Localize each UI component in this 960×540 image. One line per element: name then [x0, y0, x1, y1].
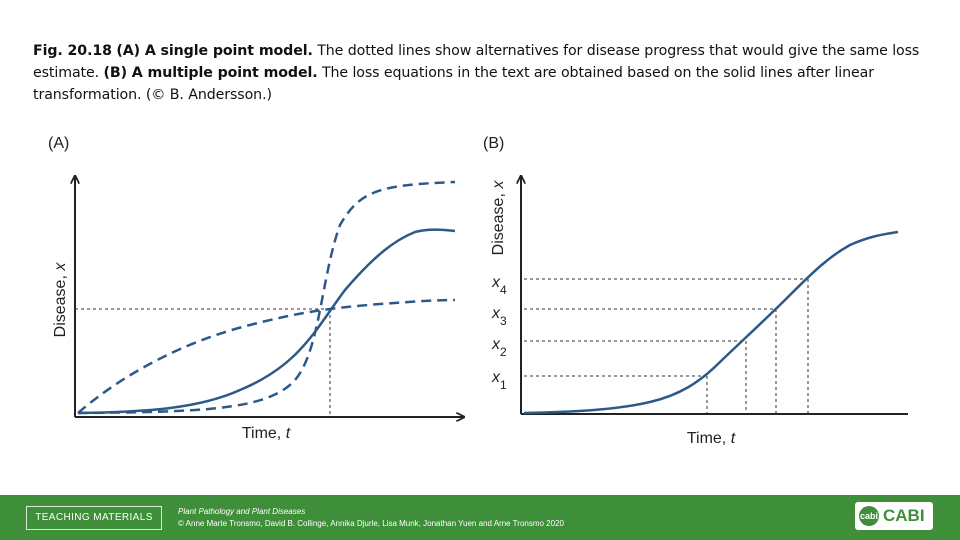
teaching-materials-button[interactable]: TEACHING MATERIALS	[26, 506, 162, 530]
cabi-logo-icon: cabi	[859, 506, 879, 526]
caption-part-a-text: The dotted lines show alternatives for d…	[33, 43, 920, 81]
panel-b-label: (B)	[483, 135, 504, 152]
caption-credit: (© B. Andersson.)	[145, 87, 272, 103]
panel-a-dashed-curve-gradual	[77, 298, 456, 414]
footer-book-title: Plant Pathology and Plant Diseases	[178, 507, 306, 516]
panel-b-y-label: Disease, x	[490, 180, 507, 256]
figure-diagram: (A) Disease, x Time, t (B) Disease, x Ti…	[48, 135, 908, 447]
panel-b-x-label: Time, t	[687, 430, 736, 447]
caption-figure-number: Fig. 20.18	[33, 43, 112, 59]
panel-b-tick-labels: x4 x3 x2 x1	[491, 274, 507, 392]
cabi-logo-text: CABI	[883, 506, 925, 525]
panel-a-label: (A)	[48, 135, 69, 152]
caption-part-a-label: (A) A single point model.	[116, 43, 313, 59]
panel-b-tick-x1: x1	[491, 369, 507, 392]
panel-a-dashed-curve-steep	[77, 180, 456, 415]
cabi-logo: cabi CABI	[855, 502, 933, 530]
panel-a-x-label: Time, t	[242, 425, 291, 442]
panel-a-y-label: Disease, x	[52, 262, 69, 338]
footer-authors: © Anne Marte Tronsmo, David B. Collinge,…	[178, 519, 564, 528]
panel-b-solid-curve	[523, 230, 899, 415]
footer-bar: TEACHING MATERIALS Plant Pathology and P…	[0, 495, 960, 540]
panel-b-tick-x2: x2	[491, 336, 507, 359]
panel-a-solid-curve	[77, 228, 456, 415]
caption-part-b-label: (B) A multiple point model.	[103, 65, 318, 81]
panel-b-tick-x3: x3	[491, 305, 507, 328]
caption-part-b-text: The loss equations in the text are obtai…	[33, 65, 874, 103]
panel-b: (B) Disease, x Time, t x4 x3 x2 x1	[483, 135, 908, 447]
panel-b-tick-x4: x4	[491, 274, 507, 297]
panel-a: (A) Disease, x Time, t	[48, 135, 464, 442]
figure-caption: Fig. 20.18 (A) A single point model. The…	[33, 40, 933, 106]
